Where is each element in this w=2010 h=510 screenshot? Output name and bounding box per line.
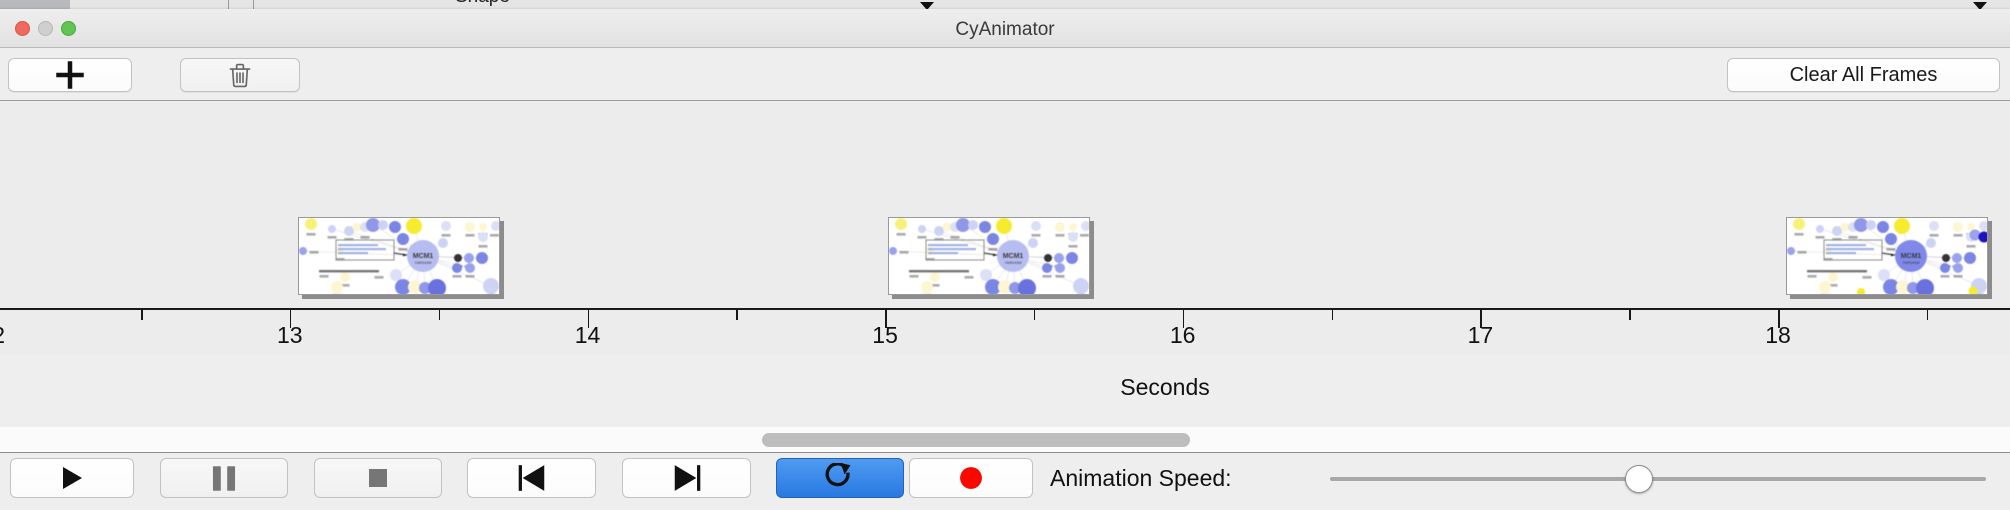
svg-text:YMR043W: YMR043W (1902, 261, 1920, 265)
svg-text:MCM1: MCM1 (1003, 253, 1024, 260)
svg-text:MCM1: MCM1 (413, 253, 434, 260)
svg-text:MCM1: MCM1 (1901, 253, 1922, 260)
svg-text:YMR043W: YMR043W (1004, 261, 1022, 265)
svg-text:YMR043W: YMR043W (414, 261, 432, 265)
